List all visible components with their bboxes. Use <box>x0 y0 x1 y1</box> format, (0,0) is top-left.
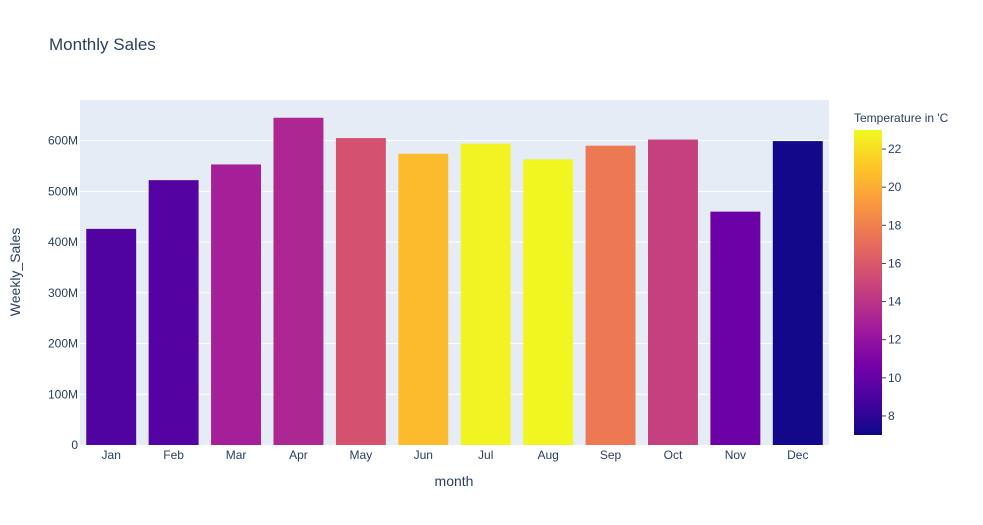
plot-area <box>80 100 829 445</box>
colorbar <box>854 130 882 435</box>
y-axis-title: Weekly_Sales <box>7 228 23 316</box>
x-tick-label: Apr <box>289 448 308 462</box>
x-tick-label: Aug <box>537 448 558 462</box>
x-axis-ticks: Jan Feb Mar Apr May Jun Jul Aug Sep Oct Nov Dec <box>102 448 809 462</box>
x-tick-label: Mar <box>226 448 247 462</box>
y-tick-label: 0 <box>71 438 78 452</box>
bar-mar <box>211 164 262 445</box>
bar-apr <box>273 117 324 445</box>
colorbar-tick-label: 12 <box>888 333 902 347</box>
x-tick-label: Jul <box>478 448 493 462</box>
x-tick-label: Dec <box>787 448 808 462</box>
y-tick-label: 100M <box>48 387 78 401</box>
x-tick-label: Nov <box>725 448 746 462</box>
bar-jul <box>460 143 511 445</box>
x-tick-label: Oct <box>664 448 683 462</box>
y-tick-label: 600M <box>48 134 78 148</box>
bar-oct <box>647 139 698 445</box>
bars <box>86 117 823 446</box>
y-tick-label: 400M <box>48 235 78 249</box>
x-tick-label: Sep <box>600 448 622 462</box>
y-tick-label: 300M <box>48 286 78 300</box>
colorbar-tick-label: 22 <box>888 142 902 156</box>
bar-aug <box>523 159 574 445</box>
bar-sep <box>585 145 636 446</box>
colorbar-tick-label: 10 <box>888 371 902 385</box>
colorbar-tick-label: 20 <box>888 180 902 194</box>
colorbar-tick-label: 18 <box>888 218 902 232</box>
bar-nov <box>710 211 761 445</box>
colorbar-ticks: 8 10 12 14 16 18 20 22 <box>882 142 902 423</box>
bar-may <box>335 138 386 446</box>
x-tick-label: Feb <box>163 448 184 462</box>
bar-jan <box>86 228 137 445</box>
x-tick-label: Jun <box>414 448 433 462</box>
colorbar-tick-label: 14 <box>888 295 902 309</box>
y-tick-label: 200M <box>48 337 78 351</box>
bar-feb <box>148 180 199 446</box>
x-axis-title: month <box>435 473 474 489</box>
y-axis-ticks: 0 100M 200M 300M 400M 500M 600M <box>48 134 78 452</box>
x-tick-label: May <box>350 448 373 462</box>
y-tick-label: 500M <box>48 184 78 198</box>
colorbar-tick-label: 8 <box>888 409 895 423</box>
colorbar-title: Temperature in 'C <box>854 111 949 125</box>
colorbar-tick-label: 16 <box>888 256 902 270</box>
bar-dec <box>772 141 823 445</box>
bar-jun <box>398 153 449 445</box>
gridlines <box>80 140 829 395</box>
x-tick-label: Jan <box>102 448 121 462</box>
chart-title: Monthly Sales <box>49 35 156 54</box>
